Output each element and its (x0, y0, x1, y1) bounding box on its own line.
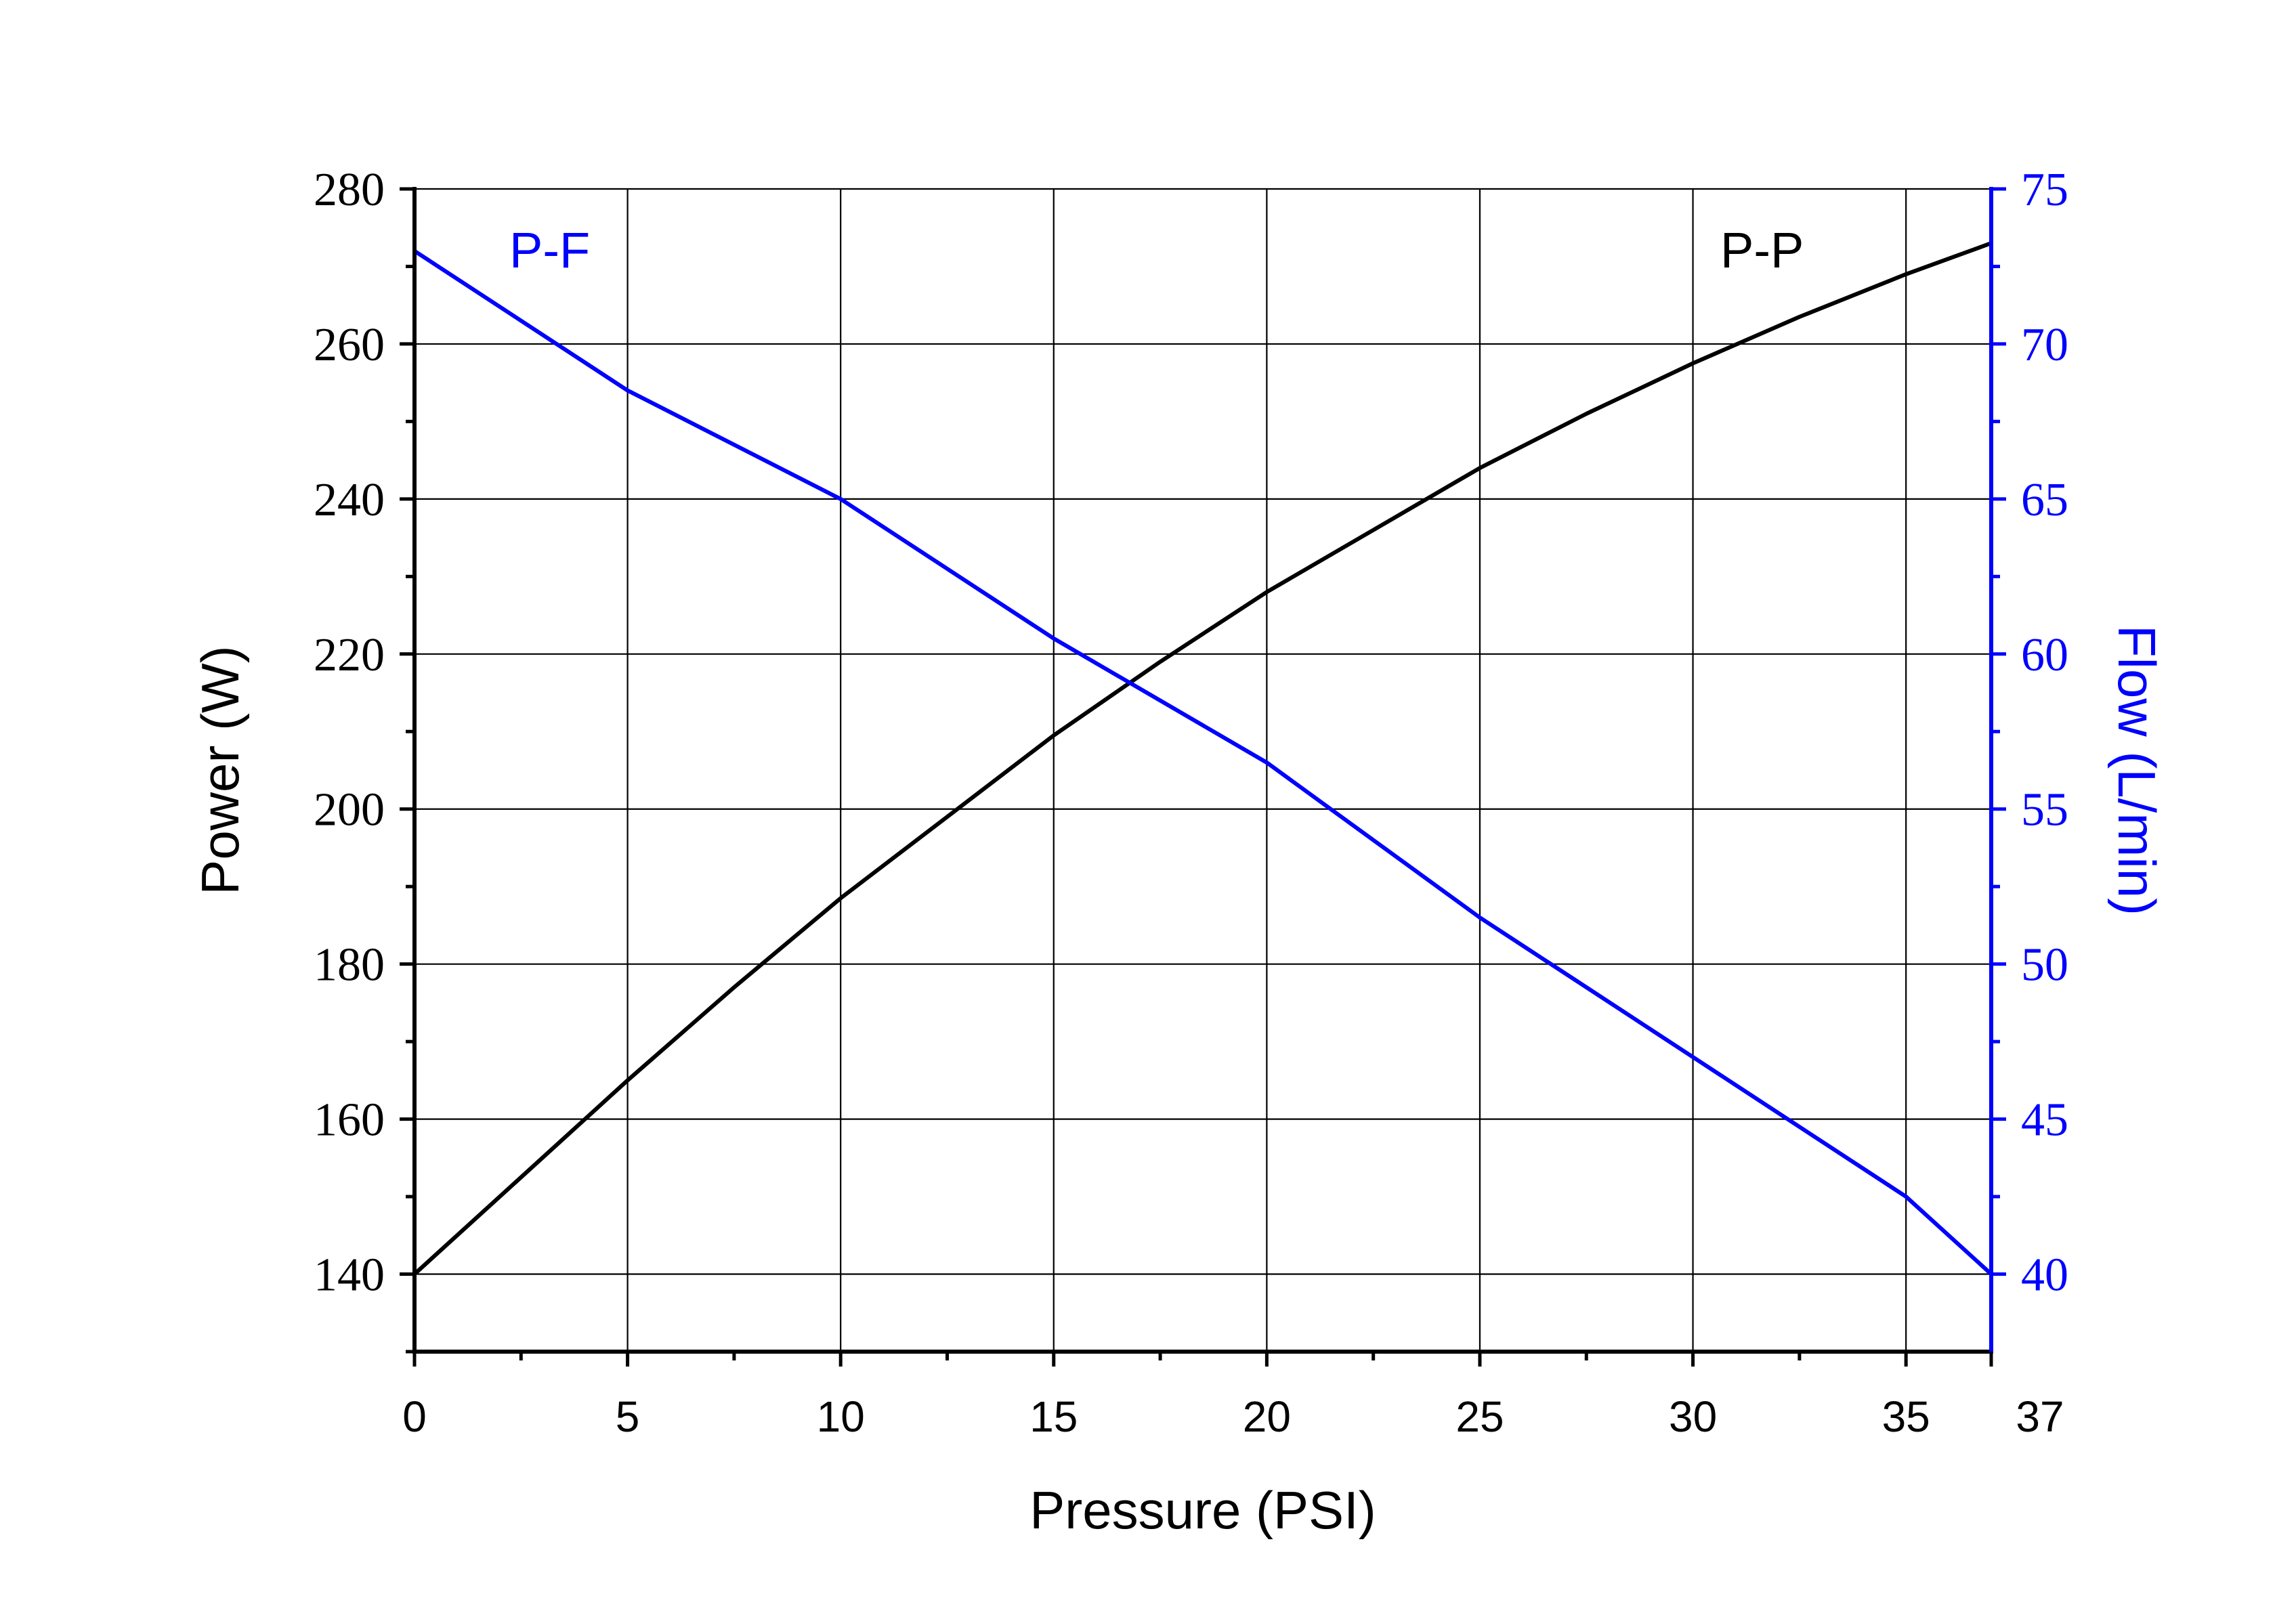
left-y-tick-label: 180 (314, 939, 385, 991)
axes (400, 187, 2006, 1367)
x-tick-label: 20 (1243, 1392, 1291, 1441)
left-y-tick-label: 240 (314, 474, 385, 526)
x-tick-label: 35 (1882, 1392, 1930, 1441)
x-tick-label: 37 (2016, 1392, 2064, 1441)
x-tick-label: 0 (402, 1392, 427, 1441)
right-y-tick-label: 55 (2021, 784, 2068, 836)
x-tick-label: 25 (1455, 1392, 1504, 1441)
left-y-tick-label: 260 (314, 319, 385, 371)
series-line-p-f (412, 249, 1993, 1276)
right-y-tick-label: 65 (2021, 474, 2068, 526)
x-tick-label: 10 (817, 1392, 865, 1441)
right-y-tick-label: 40 (2021, 1249, 2068, 1302)
right-y-tick-label: 75 (2021, 164, 2068, 216)
x-tick-label: 5 (616, 1392, 640, 1441)
right-y-tick-label: 70 (2021, 319, 2068, 371)
series-line-p-p (412, 241, 1993, 1276)
left-y-axis-title: Power (W) (190, 645, 250, 895)
left-y-tick-label: 280 (314, 164, 385, 216)
series-label-p-p: P-P (1720, 222, 1804, 278)
left-y-tick-label: 140 (314, 1249, 385, 1302)
right-y-tick-label: 45 (2021, 1094, 2068, 1146)
x-tick-label: 15 (1029, 1392, 1078, 1441)
right-y-axis-title: Flow (L/min) (2107, 625, 2167, 916)
series-label-p-f: P-F (509, 222, 590, 278)
x-axis-title: Pressure (PSI) (1029, 1480, 1376, 1540)
grid (414, 188, 1991, 1352)
right-y-tick-label: 50 (2021, 939, 2068, 991)
left-y-tick-label: 200 (314, 784, 385, 836)
left-y-tick-label: 160 (314, 1094, 385, 1146)
tick-labels: 0 5 10 15 20 25 30 35 37 140 160 180 200 220 240 260 280… (314, 164, 2068, 1441)
left-y-tick-label: 220 (314, 629, 385, 681)
series-lines (412, 241, 1993, 1276)
x-tick-label: 30 (1669, 1392, 1717, 1441)
right-y-tick-label: 60 (2021, 629, 2068, 681)
